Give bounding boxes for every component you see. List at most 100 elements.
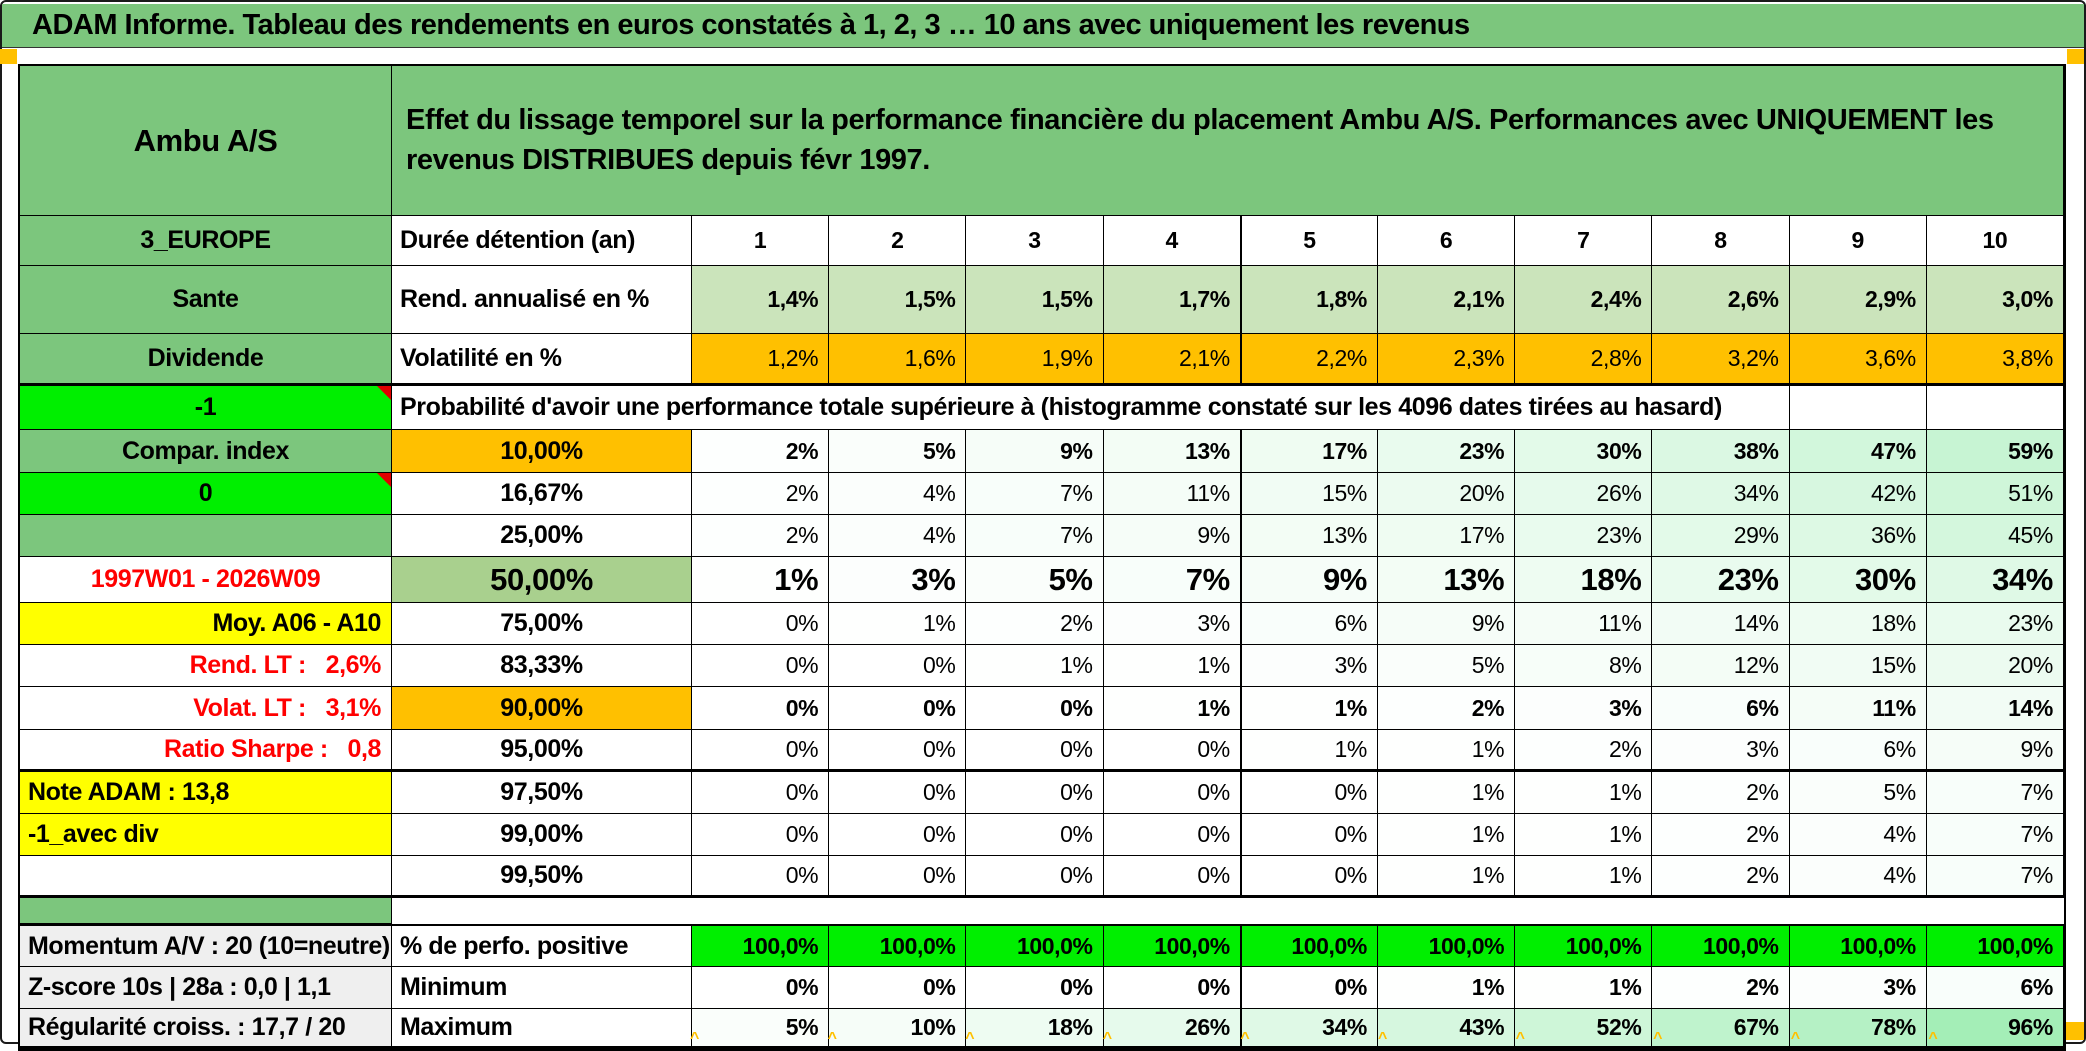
data-cell-p83-y3[interactable]: 1%	[966, 645, 1104, 687]
data-cell-p975-y7[interactable]: 1%	[1515, 772, 1653, 814]
row-header-volat[interactable]: Dividende	[20, 334, 392, 386]
data-cell-p50-y5[interactable]: 9%	[1240, 557, 1378, 603]
data-cell-p95-y1[interactable]: 0%	[692, 730, 830, 772]
data-cell-p25-y3[interactable]: 7%	[966, 515, 1104, 557]
data-cell-rend-y6[interactable]: 2,1%	[1377, 266, 1516, 334]
data-cell-p90-y6[interactable]: 2%	[1377, 687, 1516, 730]
data-cell-volat-y2[interactable]: 1,6%	[829, 334, 967, 386]
data-cell-p10-y6[interactable]: 23%	[1377, 430, 1516, 473]
row-header-p99[interactable]: -1_avec div	[20, 814, 392, 856]
data-cell-p95-y2[interactable]: 0%	[829, 730, 967, 772]
data-cell-rend-y8[interactable]: 2,6%	[1652, 266, 1790, 334]
data-cell-p10-y7[interactable]: 30%	[1515, 430, 1653, 473]
data-cell-p75-y7[interactable]: 11%	[1515, 603, 1653, 645]
data-cell-p83-y4[interactable]: 1%	[1103, 645, 1241, 687]
data-cell-durations-y1[interactable]: 1	[692, 216, 830, 266]
row-header-p995[interactable]	[20, 856, 392, 898]
data-cell-p75-y10[interactable]: 23%	[1926, 603, 2064, 645]
data-cell-p25-y10[interactable]: 45%	[1926, 515, 2064, 557]
data-cell-p75-y2[interactable]: 1%	[829, 603, 967, 645]
row-label-p975[interactable]: 97,50%	[392, 772, 692, 814]
data-cell-p975-y9[interactable]: 5%	[1789, 772, 1927, 814]
data-cell-min-y3[interactable]: 0%	[966, 967, 1104, 1009]
row-label-p25[interactable]: 25,00%	[392, 515, 692, 557]
data-cell-p995-y6[interactable]: 1%	[1377, 856, 1516, 898]
data-cell-max-y2[interactable]: 10%	[829, 1009, 967, 1049]
row-header-p975[interactable]: Note ADAM : 13,8	[20, 772, 392, 814]
data-cell-p99-y7[interactable]: 1%	[1515, 814, 1653, 856]
empty-cell[interactable]	[1789, 386, 1927, 430]
data-cell-p10-y2[interactable]: 5%	[829, 430, 967, 473]
data-cell-perfpos-y8[interactable]: 100,0%	[1652, 926, 1790, 967]
data-cell-p75-y5[interactable]: 6%	[1240, 603, 1378, 645]
data-cell-p99-y6[interactable]: 1%	[1377, 814, 1516, 856]
data-cell-p90-y5[interactable]: 1%	[1240, 687, 1378, 730]
data-cell-max-y1[interactable]: 5%	[692, 1009, 830, 1049]
data-cell-p995-y7[interactable]: 1%	[1515, 856, 1653, 898]
data-cell-durations-y9[interactable]: 9	[1789, 216, 1927, 266]
data-cell-min-y2[interactable]: 0%	[829, 967, 967, 1009]
data-cell-p95-y5[interactable]: 1%	[1240, 730, 1378, 772]
data-cell-min-y10[interactable]: 6%	[1926, 967, 2064, 1009]
data-cell-p90-y2[interactable]: 0%	[829, 687, 967, 730]
data-cell-p75-y9[interactable]: 18%	[1789, 603, 1927, 645]
row-label-p95[interactable]: 95,00%	[392, 730, 692, 772]
data-cell-p25-y2[interactable]: 4%	[829, 515, 967, 557]
row-label-p16[interactable]: 16,67%	[392, 473, 692, 515]
probability-header-cell[interactable]: Probabilité d'avoir une performance tota…	[392, 386, 1790, 430]
data-cell-p10-y8[interactable]: 38%	[1652, 430, 1790, 473]
data-cell-p75-y6[interactable]: 9%	[1377, 603, 1516, 645]
data-cell-volat-y9[interactable]: 3,6%	[1789, 334, 1927, 386]
data-cell-p99-y9[interactable]: 4%	[1789, 814, 1927, 856]
data-cell-volat-y6[interactable]: 2,3%	[1377, 334, 1516, 386]
data-cell-p50-y10[interactable]: 34%	[1926, 557, 2064, 603]
data-cell-p995-y4[interactable]: 0%	[1103, 856, 1241, 898]
data-cell-p83-y7[interactable]: 8%	[1515, 645, 1653, 687]
data-cell-p75-y4[interactable]: 3%	[1103, 603, 1241, 645]
data-cell-p25-y5[interactable]: 13%	[1240, 515, 1378, 557]
data-cell-p83-y6[interactable]: 5%	[1377, 645, 1516, 687]
row-header-p90[interactable]: Volat. LT : 3,1%	[20, 687, 392, 730]
data-cell-perfpos-y1[interactable]: 100,0%	[692, 926, 830, 967]
data-cell-p99-y5[interactable]: 0%	[1240, 814, 1378, 856]
data-cell-max-y8[interactable]: 67%	[1652, 1009, 1790, 1049]
row-header-max[interactable]: Régularité croiss. : 17,7 / 20	[20, 1009, 392, 1049]
row-label-p10[interactable]: 10,00%	[392, 430, 692, 473]
data-cell-p83-y10[interactable]: 20%	[1926, 645, 2064, 687]
data-cell-min-y4[interactable]: 0%	[1103, 967, 1241, 1009]
data-cell-max-y6[interactable]: 43%	[1377, 1009, 1516, 1049]
data-cell-volat-y1[interactable]: 1,2%	[692, 334, 830, 386]
data-cell-p16-y9[interactable]: 42%	[1789, 473, 1927, 515]
row-header-p75[interactable]: Moy. A06 - A10	[20, 603, 392, 645]
data-cell-volat-y8[interactable]: 3,2%	[1652, 334, 1790, 386]
data-cell-p90-y1[interactable]: 0%	[692, 687, 830, 730]
data-cell-rend-y3[interactable]: 1,5%	[966, 266, 1104, 334]
data-cell-p975-y8[interactable]: 2%	[1652, 772, 1790, 814]
data-cell-p10-y5[interactable]: 17%	[1240, 430, 1378, 473]
row-header-durations[interactable]: 3_EUROPE	[20, 216, 392, 266]
row-header-p10[interactable]: Compar. index	[20, 430, 392, 473]
data-cell-p975-y4[interactable]: 0%	[1103, 772, 1241, 814]
data-cell-min-y8[interactable]: 2%	[1652, 967, 1790, 1009]
data-cell-p90-y8[interactable]: 6%	[1652, 687, 1790, 730]
data-cell-p16-y3[interactable]: 7%	[966, 473, 1104, 515]
data-cell-p50-y1[interactable]: 1%	[692, 557, 830, 603]
data-cell-volat-y5[interactable]: 2,2%	[1240, 334, 1378, 386]
data-cell-p90-y9[interactable]: 11%	[1789, 687, 1927, 730]
data-cell-durations-y3[interactable]: 3	[966, 216, 1104, 266]
row-header-spacer[interactable]	[20, 898, 392, 924]
data-cell-min-y1[interactable]: 0%	[692, 967, 830, 1009]
row-header-p95[interactable]: Ratio Sharpe : 0,8	[20, 730, 392, 772]
data-cell-perfpos-y5[interactable]: 100,0%	[1240, 926, 1378, 967]
data-cell-p90-y3[interactable]: 0%	[966, 687, 1104, 730]
row-label-rend[interactable]: Rend. annualisé en %	[392, 266, 692, 334]
data-cell-min-y6[interactable]: 1%	[1377, 967, 1516, 1009]
data-cell-p90-y4[interactable]: 1%	[1103, 687, 1241, 730]
row-header-perfpos[interactable]: Momentum A/V : 20 (10=neutre)	[20, 926, 392, 967]
data-cell-durations-y8[interactable]: 8	[1652, 216, 1790, 266]
data-cell-p75-y8[interactable]: 14%	[1652, 603, 1790, 645]
row-label-p995[interactable]: 99,50%	[392, 856, 692, 898]
data-cell-rend-y5[interactable]: 1,8%	[1240, 266, 1378, 334]
data-cell-rend-y2[interactable]: 1,5%	[829, 266, 967, 334]
data-cell-durations-y7[interactable]: 7	[1515, 216, 1653, 266]
